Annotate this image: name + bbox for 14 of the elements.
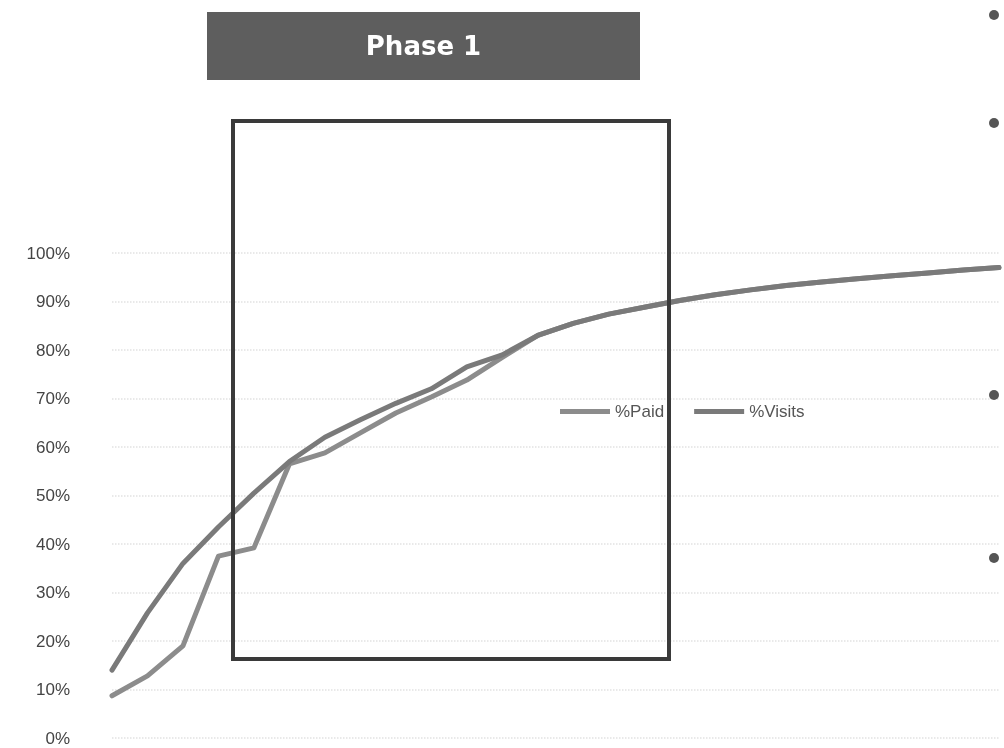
y-tick-label: 10% [35,680,70,699]
y-tick-label: 50% [35,486,70,505]
y-tick-label: 30% [35,583,70,602]
y-tick-label: 80% [35,340,70,360]
y-tick-label: 40% [35,534,70,554]
legend-label: %Visits [749,402,805,421]
y-tick-label: 90% [35,292,70,311]
y-tick-label: 70% [35,389,70,408]
chart-title: Phase 1 [207,12,640,80]
y-tick-label: 0% [45,728,70,748]
legend-label: %Paid [615,402,665,421]
y-tick-label: 60% [35,437,70,457]
y-tick-label: 20% [35,631,70,651]
y-tick-label: 100% [26,243,70,263]
